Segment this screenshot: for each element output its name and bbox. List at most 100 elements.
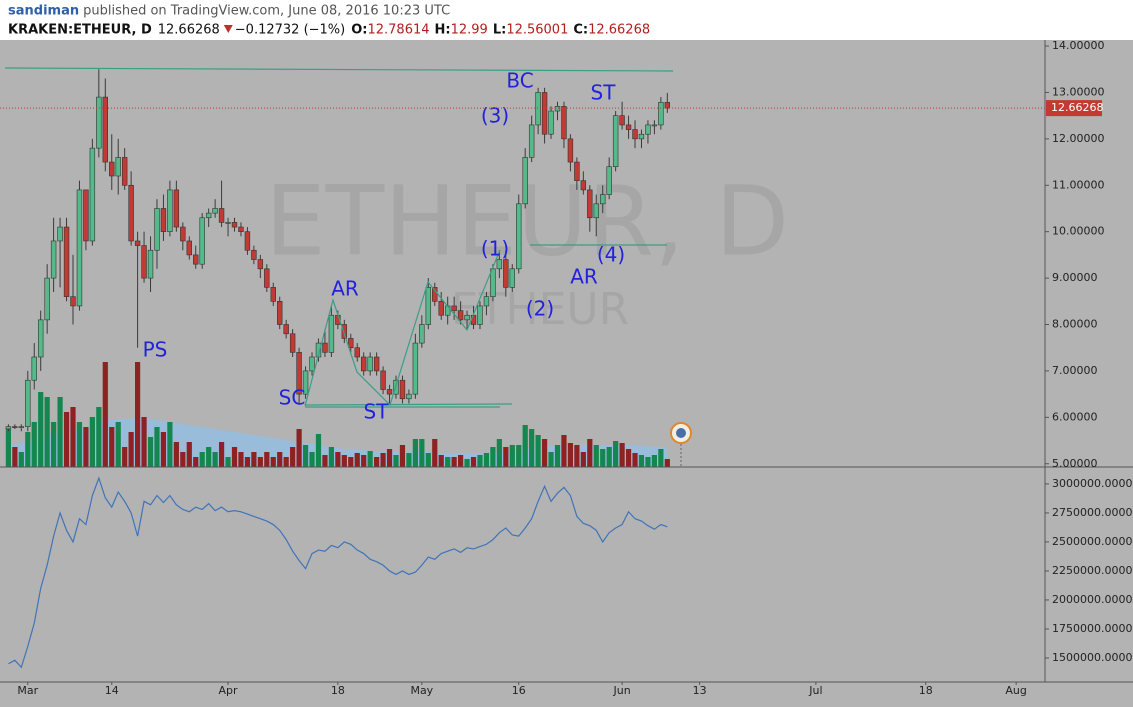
candle-body (399, 379, 406, 400)
candle-body (141, 245, 147, 279)
candle-body (231, 222, 238, 228)
volume-bar (335, 452, 341, 467)
y-tick-label: 5.00000 (1052, 457, 1098, 470)
volume-layer (5, 362, 670, 467)
candle-body (535, 92, 541, 126)
candle-body (134, 240, 141, 246)
x-tick-label: 14 (105, 684, 119, 697)
down-arrow (223, 25, 233, 33)
volume-bar (63, 412, 70, 467)
candle-body (302, 370, 309, 395)
volume-bar (173, 442, 179, 467)
high-label: H: (435, 23, 451, 38)
y-tick-label: 1750000.000000 (1052, 622, 1133, 635)
candle-body (664, 102, 671, 109)
annotation: BC (506, 69, 533, 93)
event-marker-core (676, 428, 686, 438)
candle-body (180, 226, 186, 242)
candle-body (218, 208, 225, 223)
candle-body (490, 268, 496, 297)
candle-body (522, 157, 528, 205)
y-tick-label: 7.00000 (1052, 364, 1098, 377)
candle-body (587, 189, 593, 219)
volume-bar (341, 455, 347, 467)
volume-bar (264, 452, 270, 467)
volume-ma-area (8, 418, 668, 467)
candle-body (625, 124, 632, 130)
volume-bar (613, 441, 619, 467)
y-tick-label: 11.00000 (1052, 178, 1105, 191)
candle-body (425, 287, 431, 325)
volume-bar (315, 434, 322, 467)
volume-bar (141, 417, 147, 467)
volume-bar (490, 447, 496, 467)
annotation: (4) (597, 243, 625, 267)
candle-body (193, 254, 199, 265)
candle-body (12, 426, 18, 428)
annotation: SC (279, 386, 306, 410)
y-tick-label: 12.00000 (1052, 132, 1105, 145)
volume-bar (580, 452, 586, 467)
candle-body (503, 259, 509, 288)
volume-bar (632, 453, 638, 467)
volume-bar (458, 455, 464, 467)
candle-body (632, 129, 638, 140)
x-tick-label: 16 (512, 684, 526, 697)
volume-bar (509, 445, 515, 467)
trend-line (304, 403, 513, 406)
candle-body (44, 277, 50, 321)
candle-body (31, 356, 37, 381)
header: sandiman published on TradingView.com, J… (8, 4, 650, 38)
candle-body (289, 333, 296, 353)
volume-bar (102, 362, 108, 467)
volume-bar (18, 452, 24, 467)
author: sandiman (8, 4, 79, 19)
candle-body (567, 138, 574, 163)
volume-bar (206, 447, 212, 467)
candle-body (63, 226, 70, 297)
candle-body (477, 305, 483, 325)
volume-bar (167, 422, 173, 467)
annotations: PS SC AR ST BC ST AR (1) (2) (3) (4) (143, 69, 626, 424)
volume-bar (593, 445, 599, 467)
volume-bar (516, 445, 522, 467)
volume-bar (25, 432, 31, 467)
volume-bar (664, 459, 670, 467)
volume-bar (135, 362, 141, 467)
x-tick-label: Apr (219, 684, 239, 697)
candle-body (154, 208, 160, 251)
volume-bar (193, 457, 199, 467)
trend-lines (4, 67, 674, 408)
volume-bar (348, 457, 354, 467)
annotation: ST (591, 81, 617, 105)
volume-bar (83, 427, 89, 467)
y-tick-label: 10.00000 (1052, 225, 1105, 238)
candle-body (212, 208, 218, 214)
volume-bar (122, 447, 128, 467)
candle-body (309, 356, 315, 372)
candle-body (380, 370, 386, 390)
volume-bar (160, 432, 167, 467)
volume-bar (57, 397, 63, 467)
volume-bar (212, 452, 218, 467)
candle-body (432, 287, 438, 302)
volume-bar (438, 455, 444, 467)
open-label: O: (351, 23, 367, 38)
volume-bar (290, 447, 296, 467)
volume-bar (231, 447, 238, 467)
candle-body (561, 106, 567, 140)
candle-body (186, 240, 192, 256)
annotation: AR (570, 265, 598, 289)
annotation: PS (143, 338, 168, 362)
price-layer (5, 69, 671, 432)
volume-bar (251, 452, 257, 467)
y-tick-label: 2500000.000000 (1052, 535, 1133, 548)
volume-bar (128, 432, 134, 467)
candle-body (509, 268, 515, 288)
candle-body (412, 342, 419, 395)
volume-bar (399, 445, 406, 467)
x-tick-label: 13 (693, 684, 707, 697)
candle-body (147, 249, 154, 279)
low-label: L: (493, 23, 506, 38)
